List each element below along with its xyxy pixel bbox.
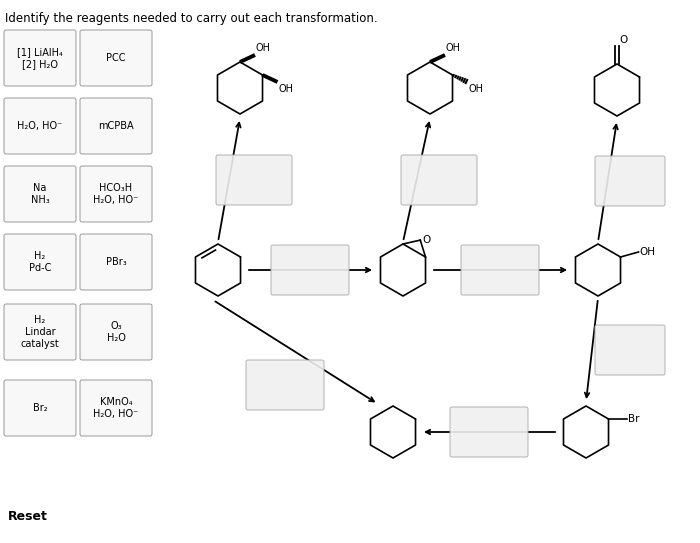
- FancyBboxPatch shape: [4, 304, 76, 360]
- Text: OH: OH: [279, 84, 293, 94]
- Text: H₂
Pd-C: H₂ Pd-C: [29, 251, 51, 273]
- FancyBboxPatch shape: [4, 234, 76, 290]
- Text: O: O: [422, 235, 430, 245]
- Text: OH: OH: [640, 247, 655, 257]
- FancyBboxPatch shape: [271, 245, 349, 295]
- Text: KMnO₄
H₂O, HO⁻: KMnO₄ H₂O, HO⁻: [93, 397, 139, 419]
- FancyBboxPatch shape: [4, 30, 76, 86]
- FancyBboxPatch shape: [80, 234, 152, 290]
- FancyBboxPatch shape: [80, 30, 152, 86]
- FancyBboxPatch shape: [401, 155, 477, 205]
- Text: Reset: Reset: [8, 510, 48, 523]
- Text: OH: OH: [446, 43, 461, 53]
- Text: O₃
H₂O: O₃ H₂O: [106, 321, 125, 343]
- FancyBboxPatch shape: [216, 155, 292, 205]
- FancyBboxPatch shape: [595, 156, 665, 206]
- FancyBboxPatch shape: [450, 407, 528, 457]
- Text: H₂
Lindar
catalyst: H₂ Lindar catalyst: [20, 314, 60, 349]
- Text: OH: OH: [468, 84, 484, 94]
- Text: O: O: [619, 35, 627, 45]
- Text: mCPBA: mCPBA: [98, 121, 134, 131]
- FancyBboxPatch shape: [4, 98, 76, 154]
- FancyBboxPatch shape: [4, 166, 76, 222]
- FancyBboxPatch shape: [595, 325, 665, 375]
- Text: HCO₃H
H₂O, HO⁻: HCO₃H H₂O, HO⁻: [93, 183, 139, 205]
- FancyBboxPatch shape: [80, 380, 152, 436]
- FancyBboxPatch shape: [80, 98, 152, 154]
- Text: [1] LiAlH₄
[2] H₂O: [1] LiAlH₄ [2] H₂O: [17, 47, 63, 69]
- Text: PBr₃: PBr₃: [106, 257, 127, 267]
- FancyBboxPatch shape: [4, 380, 76, 436]
- FancyBboxPatch shape: [246, 360, 324, 410]
- FancyBboxPatch shape: [80, 304, 152, 360]
- Text: Br: Br: [627, 414, 639, 424]
- FancyBboxPatch shape: [80, 166, 152, 222]
- Text: Identify the reagents needed to carry out each transformation.: Identify the reagents needed to carry ou…: [5, 12, 377, 25]
- Text: Br₂: Br₂: [33, 403, 48, 413]
- Text: PCC: PCC: [106, 53, 126, 63]
- FancyBboxPatch shape: [461, 245, 539, 295]
- Text: Na
NH₃: Na NH₃: [31, 183, 50, 205]
- Text: H₂O, HO⁻: H₂O, HO⁻: [18, 121, 62, 131]
- Text: OH: OH: [256, 43, 271, 53]
